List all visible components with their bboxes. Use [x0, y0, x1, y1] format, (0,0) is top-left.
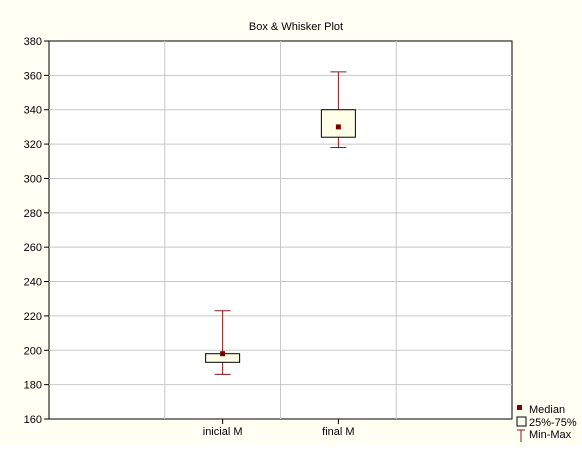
y-tick-label: 380: [24, 36, 42, 48]
legend-entry-1: Median: [529, 404, 565, 416]
y-tick-label: 300: [24, 173, 42, 185]
y-tick-label: 180: [24, 380, 42, 392]
y-tick-label: 160: [24, 414, 42, 426]
median-marker: [220, 351, 226, 357]
grid-lines: [49, 41, 512, 419]
y-tick-label: 320: [24, 139, 42, 151]
x-axis: inicial M final M: [203, 419, 355, 438]
y-tick-label: 240: [24, 277, 42, 289]
iqr-box: [320, 109, 356, 138]
box-2: [320, 71, 356, 149]
legend-box-marker: [516, 416, 527, 427]
y-tick-label: 220: [24, 311, 42, 323]
legend-median-marker: [517, 405, 522, 410]
x-tick-label: inicial M: [203, 426, 243, 438]
median-marker: [335, 124, 341, 130]
legend-entry-3: Min-Max: [529, 429, 572, 441]
box-1: [205, 310, 241, 375]
y-tick-label: 200: [24, 345, 42, 357]
y-tick-label: 260: [24, 242, 42, 254]
y-tick-label: 280: [24, 208, 42, 220]
chart-title: Box & Whisker Plot: [249, 21, 343, 33]
legend-entry-2: 25%-75%: [529, 417, 577, 429]
box-series: [205, 71, 356, 375]
x-tick-label: final M: [322, 426, 354, 438]
y-tick-label: 360: [24, 70, 42, 82]
y-tick-label: 340: [24, 105, 42, 117]
y-axis: 160 180 200 220 240 260 280 300 320 340 360 380: [24, 36, 49, 426]
